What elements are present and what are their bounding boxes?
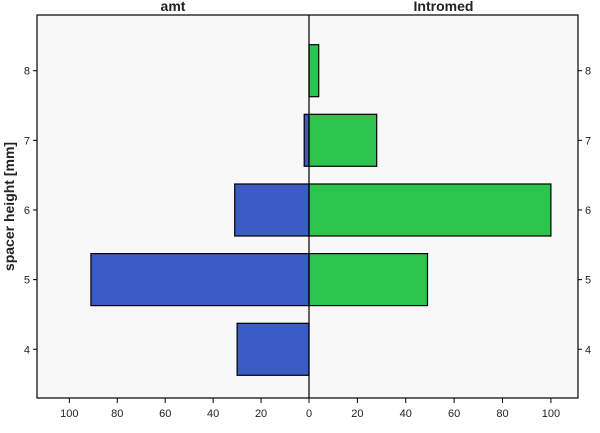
ytick-label-left-5: 5 (24, 275, 30, 287)
xtick-label-right-60: 60 (448, 408, 460, 420)
ytick-label-left-7: 7 (24, 135, 30, 147)
bar-amt-6 (234, 183, 310, 237)
bar-intromed-6 (308, 183, 552, 237)
ytick-label-left-6: 6 (24, 205, 30, 217)
xtick-label-right-100: 100 (542, 408, 560, 420)
bar-intromed-8 (308, 44, 320, 98)
xtick-label-right-80: 80 (496, 408, 508, 420)
ytick-label-right-7: 7 (585, 135, 591, 147)
xtick-label-right-20: 20 (351, 408, 363, 420)
panel-title-intromed: Intromed (414, 0, 474, 14)
plot-frame (36, 14, 579, 399)
bar-amt-4 (236, 322, 310, 376)
xtick-label-left-20: 20 (255, 408, 267, 420)
ytick-label-left-8: 8 (24, 66, 30, 78)
xtick-label-left-0: 0 (306, 408, 312, 420)
panel-title-amt: amt (161, 0, 186, 14)
y-axis-label: spacer height [mm] (1, 142, 17, 271)
ytick-label-right-5: 5 (585, 275, 591, 287)
bar-amt-7 (303, 113, 310, 167)
bar-intromed-7 (308, 113, 378, 167)
xtick-label-left-40: 40 (207, 408, 219, 420)
xtick-label-right-40: 40 (400, 408, 412, 420)
ytick-label-right-8: 8 (585, 66, 591, 78)
ytick-label-right-4: 4 (585, 344, 591, 356)
xtick-label-left-100: 100 (60, 408, 78, 420)
xtick-label-left-60: 60 (159, 408, 171, 420)
bar-intromed-5 (308, 253, 429, 307)
ytick-label-left-4: 4 (24, 344, 30, 356)
xtick-label-left-80: 80 (111, 408, 123, 420)
bar-amt-5 (90, 253, 310, 307)
ytick-label-right-6: 6 (585, 205, 591, 217)
